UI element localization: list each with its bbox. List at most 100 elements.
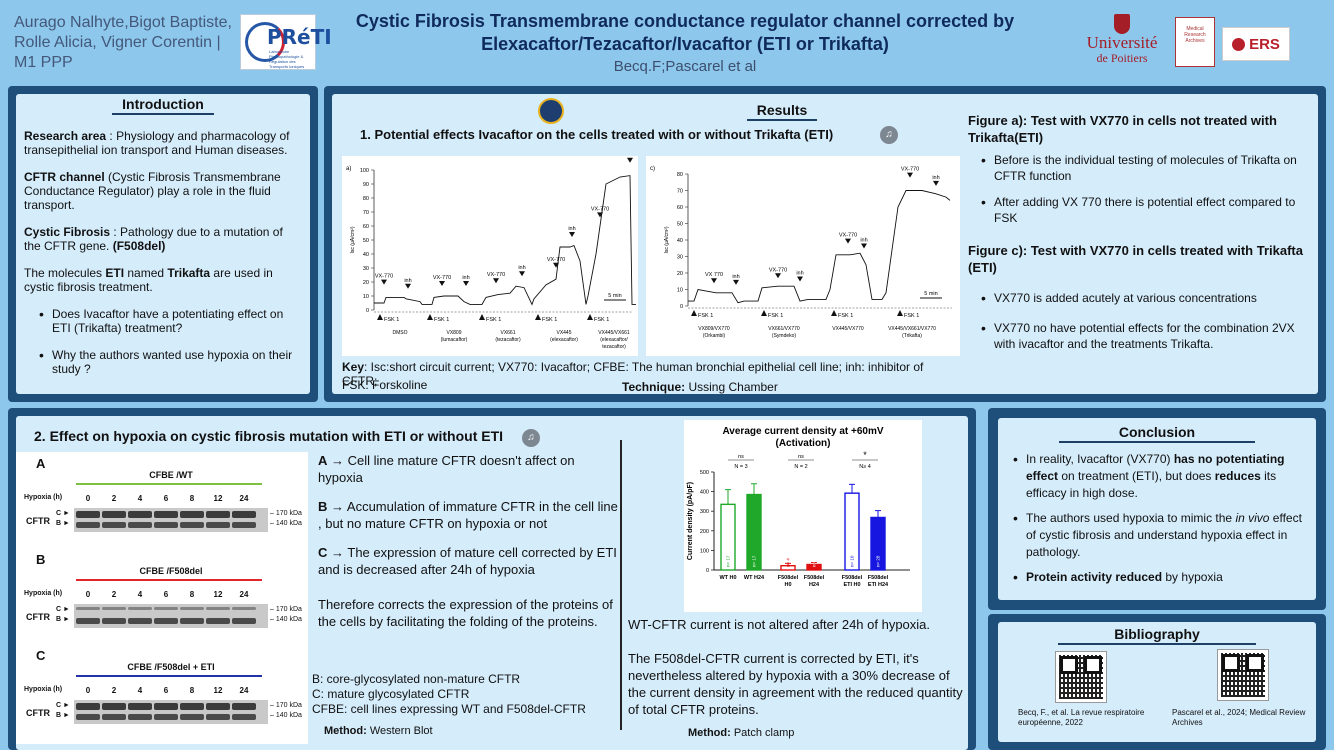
band-b bbox=[180, 522, 204, 528]
blot-header-bar bbox=[76, 483, 262, 485]
kda-marker: – 170 kDa bbox=[270, 510, 302, 517]
fsk-marker-label: FSK 1 bbox=[542, 317, 557, 323]
drug-marker-label: VX-770 bbox=[547, 257, 565, 263]
conclusion-bullet-2: The authors used hypoxia to mimic the in… bbox=[1006, 510, 1308, 561]
band-c bbox=[180, 703, 204, 710]
scale-bar-label: 5 min bbox=[924, 291, 937, 297]
medical-research-archives-logo: Medical Research Archives bbox=[1175, 17, 1215, 67]
y-tick-label: 400 bbox=[700, 490, 709, 496]
lane-label: 4 bbox=[137, 686, 143, 695]
reference-2: Pascarel et al., 2024; Medical Review Ar… bbox=[1172, 708, 1306, 727]
legend-c: C: mature glycosylated CFTR bbox=[312, 687, 470, 701]
drug-marker-arrow bbox=[463, 281, 469, 286]
fsk-marker-label: FSK 1 bbox=[904, 313, 919, 319]
group-label: (Trikafta) bbox=[902, 333, 922, 339]
lane-label: 4 bbox=[137, 590, 143, 599]
ussing-chart-a: a) 0 10 20 30 40 50 60 70 80 90 100 Isc (µA/cm²) VX-7… bbox=[342, 152, 638, 356]
fig-c-bullet-2: VX770 no have potential effects for the … bbox=[974, 320, 1312, 352]
fig-c-bullet-1: VX770 is added acutely at various concen… bbox=[974, 290, 1312, 306]
y-axis-label: Isc (µA/cm²) bbox=[350, 226, 356, 253]
y-tick-label: 80 bbox=[677, 172, 683, 178]
band-label: B ► bbox=[56, 520, 70, 527]
drug-marker-label: VX-770 bbox=[433, 275, 451, 281]
drug-marker-arrow bbox=[775, 273, 781, 279]
drug-marker-label: inh bbox=[626, 156, 633, 158]
band-label: C ► bbox=[56, 606, 70, 613]
drug-marker-label: inh bbox=[932, 175, 939, 181]
drug-marker-arrow bbox=[907, 172, 913, 178]
lane-label: 12 bbox=[213, 494, 223, 503]
chart-title: Average current density at +60mV bbox=[722, 426, 883, 437]
band-b bbox=[102, 522, 126, 528]
audio-icon-2[interactable]: ♫ bbox=[522, 429, 540, 447]
drug-marker-arrow bbox=[797, 276, 803, 282]
band-c bbox=[102, 607, 126, 610]
univ-line2: de Poitiers bbox=[1096, 51, 1148, 65]
fsk-marker-label: FSK 1 bbox=[838, 313, 853, 319]
drug-marker-label: inh bbox=[404, 278, 411, 284]
drug-marker-label: inh bbox=[796, 271, 803, 277]
band-c bbox=[76, 607, 100, 610]
lane-label: 8 bbox=[189, 686, 195, 695]
group-label: (Orkambi) bbox=[703, 333, 726, 339]
lane-label: 6 bbox=[163, 494, 169, 503]
drug-marker-label: VX-770 bbox=[591, 206, 609, 212]
band-c bbox=[102, 511, 126, 518]
audio-icon[interactable]: ♫ bbox=[880, 126, 898, 144]
results-technique: Technique: Ussing Chamber bbox=[622, 380, 778, 394]
drug-marker-arrow bbox=[861, 243, 867, 249]
band-c bbox=[76, 511, 100, 518]
band-label: B ► bbox=[56, 616, 70, 623]
band-b bbox=[128, 618, 152, 624]
patch-text-2: The F508del-CFTR current is corrected by… bbox=[628, 651, 963, 717]
y-tick-label: 100 bbox=[360, 168, 369, 174]
fsk-marker-label: FSK 1 bbox=[768, 313, 783, 319]
category-label: F508del bbox=[868, 575, 889, 581]
drug-marker-arrow bbox=[845, 238, 851, 244]
kda-marker: – 170 kDa bbox=[270, 606, 302, 613]
group-label: VX661/VX770 bbox=[768, 326, 800, 332]
category-label: F508del bbox=[778, 575, 799, 581]
band-b bbox=[206, 522, 230, 528]
band-b bbox=[128, 714, 152, 720]
group-label: VX445 bbox=[556, 330, 571, 336]
ussing-chart-a-svg: a) 0 10 20 30 40 50 60 70 80 90 100 Isc (µA/cm²) VX-7… bbox=[346, 152, 636, 350]
fsk-marker-arrow bbox=[587, 314, 593, 320]
band-c bbox=[76, 703, 100, 710]
drug-marker-arrow bbox=[553, 262, 559, 268]
qr-code-ref1[interactable] bbox=[1055, 651, 1107, 703]
lane-label: 12 bbox=[213, 686, 223, 695]
blot-panel-label: A bbox=[36, 456, 46, 471]
band-c bbox=[206, 607, 230, 610]
blot-c-text: C → The expression of mature cell correc… bbox=[318, 545, 617, 577]
bibliography-title: Bibliography bbox=[1058, 626, 1256, 645]
kda-marker: – 140 kDa bbox=[270, 616, 302, 623]
lane-label: 8 bbox=[189, 590, 195, 599]
n-label: n= 17 bbox=[726, 555, 731, 567]
hypoxia-section-title: 2. Effect on hypoxia on cystic fibrosis … bbox=[34, 428, 504, 444]
band-b bbox=[76, 522, 100, 528]
band-b bbox=[180, 714, 204, 720]
kda-marker: – 170 kDa bbox=[270, 702, 302, 709]
drug-marker-arrow bbox=[519, 271, 525, 277]
y-tick-label: 20 bbox=[363, 280, 369, 286]
univ-line1: Université bbox=[1086, 33, 1158, 52]
fsk-marker-label: FSK 1 bbox=[434, 317, 449, 323]
band-c bbox=[206, 511, 230, 518]
fig-a-title: Figure a): Test with VX770 in cells not … bbox=[968, 113, 1277, 145]
band-c bbox=[154, 703, 178, 710]
blot-legend: B: core-glycosylated non-mature CFTR C: … bbox=[312, 672, 622, 717]
patch-text-1: WT-CFTR current is not altered after 24h… bbox=[628, 617, 931, 632]
y-tick-label: 0 bbox=[366, 308, 369, 314]
category-label: ETI H24 bbox=[868, 582, 889, 588]
band-c bbox=[180, 511, 204, 518]
fsk-marker-arrow bbox=[897, 310, 903, 316]
band-b bbox=[232, 714, 256, 720]
drug-marker-arrow bbox=[493, 278, 499, 284]
group-label: VX445/VX770 bbox=[832, 326, 864, 332]
blot-header-bar bbox=[76, 579, 262, 581]
band-c bbox=[232, 703, 256, 710]
fsk-marker-arrow bbox=[761, 310, 767, 316]
qr-code-ref2[interactable] bbox=[1217, 649, 1269, 701]
blot-b-text: B → Accumulation of immature CFTR in the… bbox=[318, 499, 618, 531]
